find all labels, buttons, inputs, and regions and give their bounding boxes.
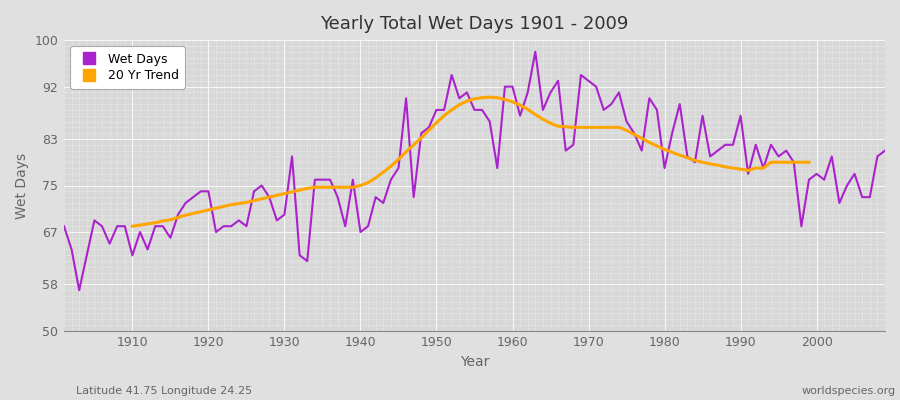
X-axis label: Year: Year bbox=[460, 355, 490, 369]
Text: Latitude 41.75 Longitude 24.25: Latitude 41.75 Longitude 24.25 bbox=[76, 386, 253, 396]
Y-axis label: Wet Days: Wet Days bbox=[15, 152, 29, 218]
Legend: Wet Days, 20 Yr Trend: Wet Days, 20 Yr Trend bbox=[70, 46, 185, 89]
Text: worldspecies.org: worldspecies.org bbox=[801, 386, 896, 396]
Title: Yearly Total Wet Days 1901 - 2009: Yearly Total Wet Days 1901 - 2009 bbox=[320, 15, 629, 33]
